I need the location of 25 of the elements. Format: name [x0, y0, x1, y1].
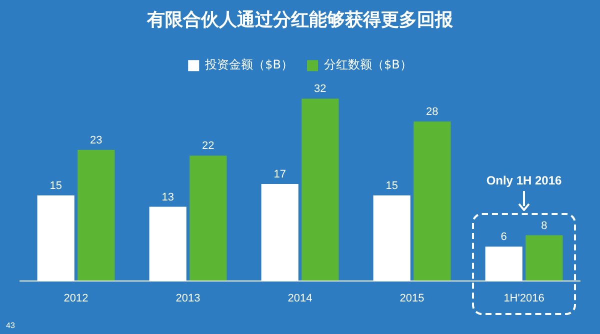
data-label: 28: [426, 106, 438, 118]
data-label: 23: [90, 134, 102, 146]
data-label: 15: [50, 180, 62, 192]
data-label: 32: [314, 83, 326, 96]
chart-title: 有限合伙人通过分红能够获得更多回报: [146, 9, 454, 30]
legend-label: 分红数额（$B）: [324, 58, 412, 72]
x-tick-label: 2012: [64, 292, 88, 304]
x-tick-label: 1H'2016: [504, 292, 544, 304]
bar: [190, 156, 227, 281]
data-label: 13: [162, 191, 174, 204]
bar: [526, 235, 563, 281]
data-label: 8: [541, 220, 548, 232]
bar: [414, 121, 451, 281]
data-label: 22: [202, 140, 214, 152]
bar: [302, 98, 339, 281]
legend-label: 投资金额（$B）: [204, 58, 294, 72]
x-tick-label: 2013: [176, 292, 200, 304]
bar: [78, 150, 115, 281]
data-label: 6: [500, 231, 507, 244]
data-label: 17: [274, 168, 286, 181]
annotation: Only 1H 2016: [486, 174, 562, 188]
data-label: 15: [386, 180, 398, 192]
x-tick-label: 2014: [288, 292, 312, 304]
x-tick-label: 2015: [400, 292, 424, 304]
text: 43: [6, 321, 16, 330]
